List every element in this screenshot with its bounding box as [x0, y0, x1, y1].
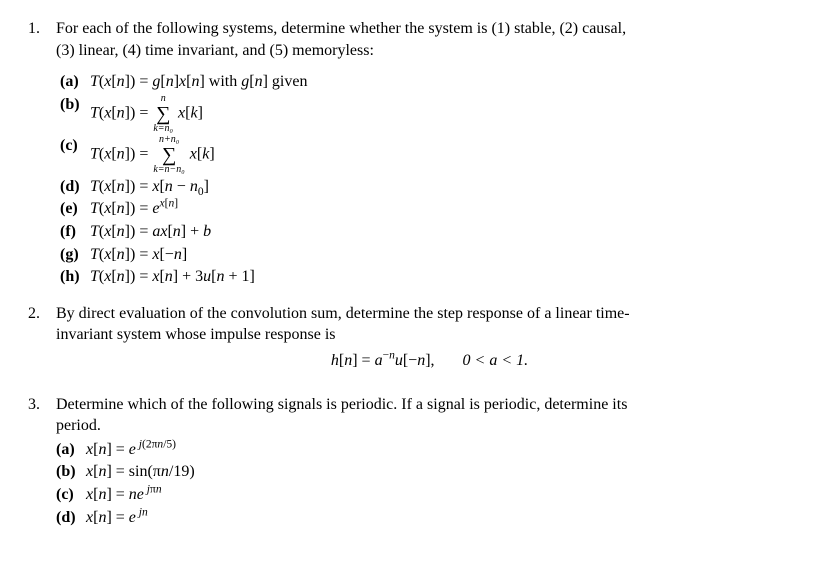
p1-c-lower: k=n−n₀	[153, 164, 184, 175]
p1-part-f-label: (f)	[60, 221, 90, 243]
p1-part-h-expr: T(x[n]) = x[n] + 3u[n + 1]	[90, 266, 803, 288]
p3-part-b-label: (b)	[56, 461, 86, 483]
problem-1-stem: For each of the following systems, deter…	[56, 18, 803, 61]
p1-part-a-tail: given	[268, 73, 308, 90]
p1-part-a-label: (a)	[60, 71, 90, 93]
p1-part-f-expr: T(x[n]) = ax[n] + b	[90, 221, 803, 243]
p1-part-e: (e) T(x[n]) = ex[n]	[60, 198, 803, 220]
p1-part-d: (d) T(x[n]) = x[n − n0]	[60, 176, 803, 198]
problem-2-condition: 0 < a < 1.	[463, 352, 529, 369]
problem-3-stem-line2: period.	[56, 417, 101, 434]
problem-1: 1. For each of the following systems, de…	[28, 18, 803, 289]
p3-part-c-label: (c)	[56, 484, 86, 506]
sum-icon: n ∑ k=n₀	[153, 94, 173, 134]
p1-part-a: (a) T(x[n]) = g[n]x[n] with g[n] given	[60, 71, 803, 93]
problem-2-stem-line2: invariant system whose impulse response …	[56, 326, 336, 343]
p3-part-b: (b) x[n] = sin(πn/19)	[56, 461, 803, 483]
p1-part-a-expr: T(x[n]) = g[n]x[n] with g[n] given	[90, 71, 803, 93]
p1-part-f: (f) T(x[n]) = ax[n] + b	[60, 221, 803, 243]
p1-part-g-expr: T(x[n]) = x[−n]	[90, 244, 803, 266]
p1-part-h: (h) T(x[n]) = x[n] + 3u[n + 1]	[60, 266, 803, 288]
problem-2-number: 2.	[28, 303, 56, 380]
problem-1-stem-line2: (3) linear, (4) time invariant, and (5) …	[56, 42, 374, 59]
problem-2-body: By direct evaluation of the convolution …	[56, 303, 803, 380]
problem-1-stem-line1: For each of the following systems, deter…	[56, 20, 626, 37]
sum-icon: n+n₀ ∑ k=n−n₀	[153, 135, 184, 175]
p1-part-h-label: (h)	[60, 266, 90, 288]
problem-3-parts: (a) x[n] = e j(2πn/5) (b) x[n] = sin(πn/…	[56, 439, 803, 528]
p3-part-d-label: (d)	[56, 507, 86, 529]
problem-1-number: 1.	[28, 18, 56, 289]
p1-part-d-expr: T(x[n]) = x[n − n0]	[90, 176, 803, 198]
problem-2-stem: By direct evaluation of the convolution …	[56, 303, 803, 346]
p3-part-c: (c) x[n] = ne jπn	[56, 484, 803, 506]
p1-b-lower: k=n₀	[153, 123, 173, 134]
p1-part-g: (g) T(x[n]) = x[−n]	[60, 244, 803, 266]
p1-part-g-label: (g)	[60, 244, 90, 266]
p3-part-a-expr: x[n] = e j(2πn/5)	[86, 439, 803, 461]
p1-part-d-label: (d)	[60, 176, 90, 198]
p1-part-c-label: (c)	[60, 135, 90, 175]
problem-3-number: 3.	[28, 394, 56, 530]
problem-1-parts: (a) T(x[n]) = g[n]x[n] with g[n] given (…	[56, 71, 803, 288]
problem-2-stem-line1: By direct evaluation of the convolution …	[56, 305, 630, 322]
p1-part-b: (b) T(x[n]) = n ∑ k=n₀ x[k]	[60, 94, 803, 134]
p1-part-c: (c) T(x[n]) = n+n₀ ∑ k=n−n₀ x[k]	[60, 135, 803, 175]
p1-part-b-label: (b)	[60, 94, 90, 134]
p1-part-b-expr: T(x[n]) = n ∑ k=n₀ x[k]	[90, 94, 803, 134]
p3-part-b-expr: x[n] = sin(πn/19)	[86, 461, 803, 483]
problem-3-stem: Determine which of the following signals…	[56, 394, 803, 437]
p1-part-e-expr: T(x[n]) = ex[n]	[90, 198, 803, 220]
problem-3-stem-line1: Determine which of the following signals…	[56, 396, 627, 413]
p3-part-d: (d) x[n] = e jn	[56, 507, 803, 529]
p3-part-c-expr: x[n] = ne jπn	[86, 484, 803, 506]
p1-part-c-expr: T(x[n]) = n+n₀ ∑ k=n−n₀ x[k]	[90, 135, 803, 175]
p3-part-a-label: (a)	[56, 439, 86, 461]
problem-3-body: Determine which of the following signals…	[56, 394, 803, 530]
problem-3: 3. Determine which of the following sign…	[28, 394, 803, 530]
problem-1-body: For each of the following systems, deter…	[56, 18, 803, 289]
p3-part-a: (a) x[n] = e j(2πn/5)	[56, 439, 803, 461]
problem-2-equation: h[n] = a−nu[−n],0 < a < 1.	[56, 350, 803, 372]
p3-part-d-expr: x[n] = e jn	[86, 507, 803, 529]
p1-part-e-label: (e)	[60, 198, 90, 220]
problem-2: 2. By direct evaluation of the convoluti…	[28, 303, 803, 380]
